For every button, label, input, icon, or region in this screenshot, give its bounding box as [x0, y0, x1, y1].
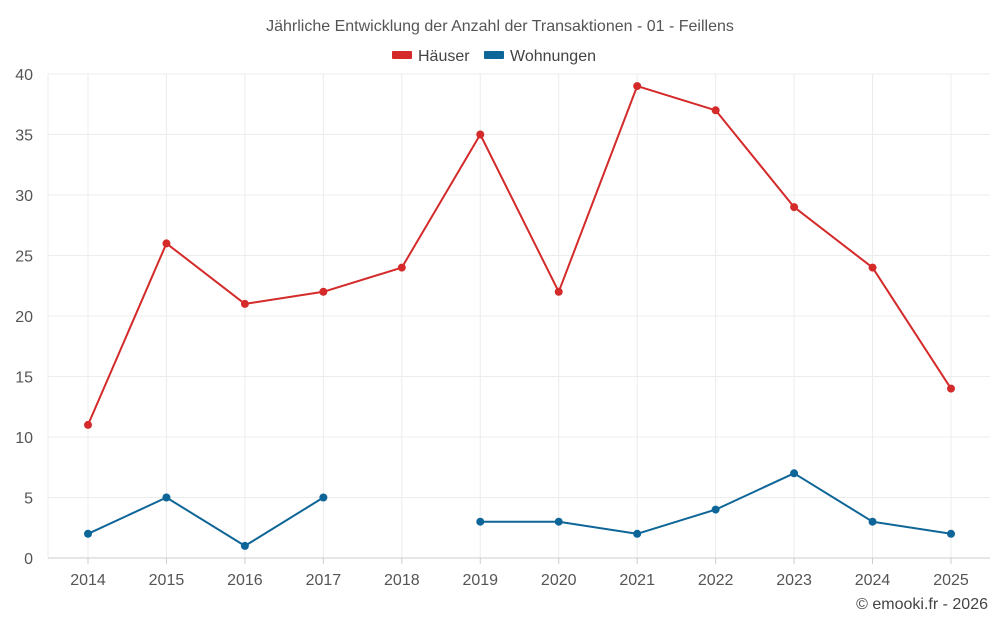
- series-layer: [84, 82, 955, 550]
- data-point[interactable]: [633, 82, 642, 91]
- x-tick-label: 2021: [619, 572, 655, 589]
- x-tick-label: 2016: [227, 572, 263, 589]
- data-point[interactable]: [711, 505, 720, 514]
- data-point[interactable]: [240, 299, 249, 308]
- x-tick-label: 2015: [149, 572, 185, 589]
- data-point[interactable]: [554, 517, 563, 526]
- legend-label: Häuser: [418, 48, 470, 65]
- legend-item[interactable]: Wohnungen: [484, 48, 596, 65]
- series-häuser: [84, 82, 955, 429]
- legend-item[interactable]: Häuser: [392, 48, 470, 65]
- x-tick-label: 2019: [462, 572, 498, 589]
- x-tick-label: 2022: [698, 572, 734, 589]
- data-point[interactable]: [554, 287, 563, 296]
- legend: Häuser Wohnungen: [392, 48, 596, 65]
- grid: [47, 73, 990, 558]
- y-tick-label: 5: [24, 491, 33, 508]
- data-point[interactable]: [240, 541, 249, 550]
- y-tick-label: 40: [15, 67, 33, 84]
- data-point[interactable]: [162, 239, 171, 248]
- x-tick-label: 2024: [855, 572, 891, 589]
- y-tick-label: 20: [15, 309, 33, 326]
- data-point[interactable]: [84, 529, 92, 538]
- series-line: [87, 85, 952, 426]
- data-point[interactable]: [868, 517, 877, 526]
- data-point[interactable]: [476, 130, 485, 139]
- data-point[interactable]: [84, 420, 92, 429]
- y-tick-label: 25: [15, 249, 33, 266]
- data-point[interactable]: [397, 263, 406, 272]
- data-point[interactable]: [947, 529, 955, 538]
- data-point[interactable]: [162, 493, 171, 502]
- x-tick-label: 2020: [541, 572, 577, 589]
- series-wohnungen: [84, 469, 955, 550]
- chart-title: Jährliche Entwicklung der Anzahl der Tra…: [266, 18, 734, 35]
- x-tick-label: 2025: [933, 572, 969, 589]
- data-point[interactable]: [319, 493, 328, 502]
- y-tick-label: 10: [15, 430, 33, 447]
- y-tick-label: 15: [15, 370, 33, 387]
- legend-swatch: [484, 51, 504, 59]
- data-point[interactable]: [711, 106, 720, 115]
- data-point[interactable]: [790, 203, 799, 212]
- y-tick-label: 30: [15, 188, 33, 205]
- data-point[interactable]: [633, 529, 642, 538]
- data-point[interactable]: [319, 287, 328, 296]
- x-tick-label: 2018: [384, 572, 420, 589]
- data-point[interactable]: [868, 263, 877, 272]
- data-point[interactable]: [947, 384, 955, 393]
- y-tick-label: 35: [15, 128, 33, 145]
- data-point[interactable]: [790, 469, 799, 478]
- legend-label: Wohnungen: [510, 48, 596, 65]
- footer-credit: © emooki.fr - 2026: [856, 596, 988, 613]
- y-tick-label: 0: [24, 551, 33, 568]
- series-line: [87, 472, 952, 547]
- x-tick-label: 2014: [70, 572, 106, 589]
- data-point[interactable]: [476, 517, 485, 526]
- legend-swatch: [392, 51, 412, 59]
- x-tick-label: 2017: [306, 572, 342, 589]
- x-tick-label: 2023: [776, 572, 812, 589]
